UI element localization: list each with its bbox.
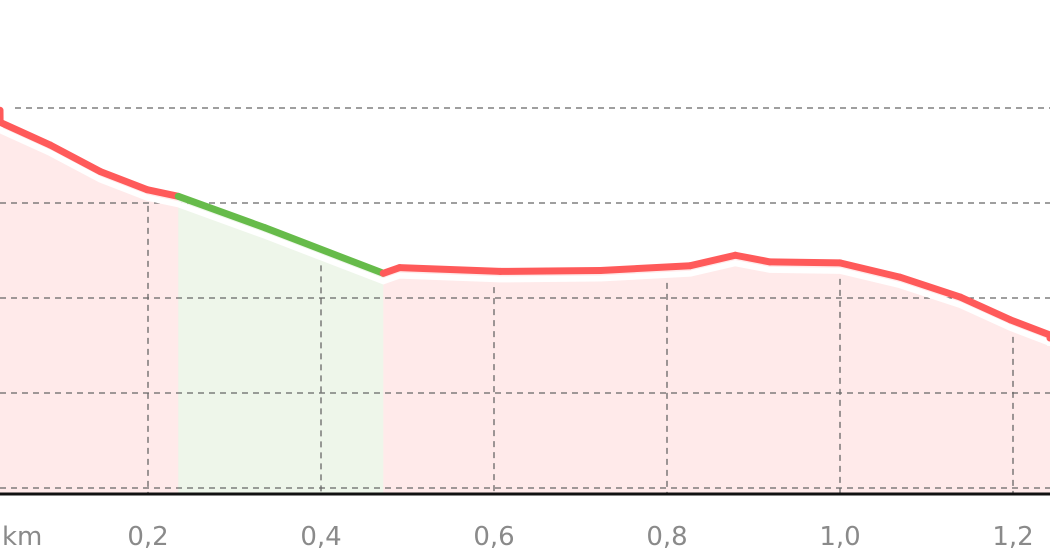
x-tick-label: 0,6: [473, 522, 514, 552]
profile-segment: [896, 273, 964, 301]
profile-segment: [96, 168, 151, 194]
profile-segment-highlight: [261, 224, 387, 277]
x-tick-label: 1,0: [819, 522, 860, 552]
profile-segment: [143, 186, 182, 200]
profile-segment: [836, 259, 904, 281]
profile-segment-highlight: [174, 192, 269, 232]
profile-segment: [496, 266, 604, 275]
profile-segment: [1006, 316, 1050, 339]
profile-segment: [956, 293, 1014, 324]
profile-segment: [596, 262, 694, 274]
highlight-area-fill: [178, 196, 384, 494]
x-tick-label: 0,2: [127, 522, 168, 552]
profile-segment: [396, 264, 504, 275]
x-axis-unit-label: km: [2, 522, 42, 552]
profile-segment: [731, 251, 774, 266]
x-tick-label: 1,2: [992, 522, 1033, 552]
elevation-area-fill: [0, 110, 1050, 494]
x-tick-label: 0,4: [300, 522, 341, 552]
profile-segment: [686, 251, 739, 270]
profile-segment: [766, 258, 844, 267]
x-tick-label: 0,8: [646, 522, 687, 552]
profile-segment: [46, 141, 104, 176]
profile-shadow-line: [0, 118, 1050, 347]
profile-segment: [0, 118, 54, 149]
